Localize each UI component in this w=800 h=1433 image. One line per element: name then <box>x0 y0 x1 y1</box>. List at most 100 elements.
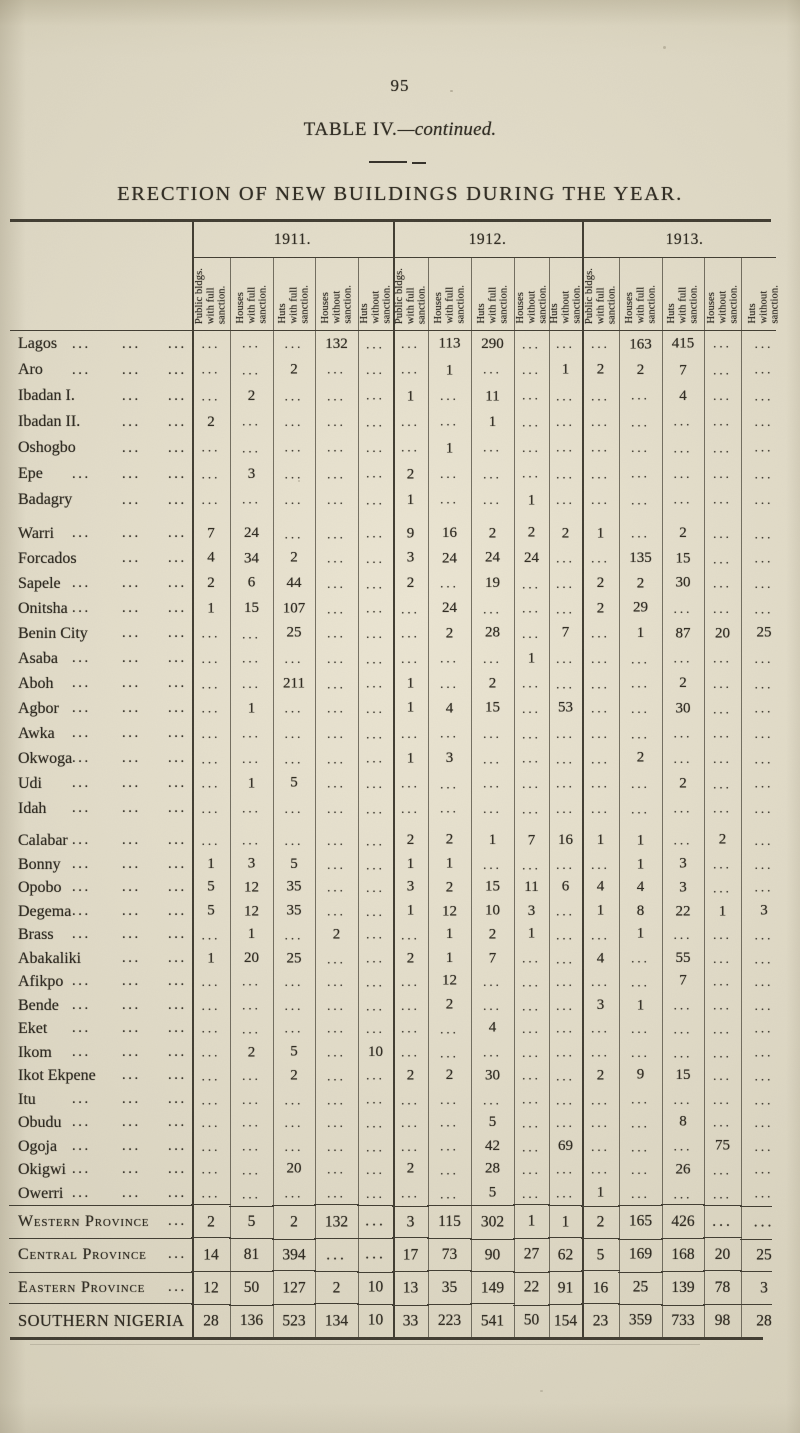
empty-cell-mark: ... <box>401 1115 420 1130</box>
value-cell: 415 <box>671 335 695 352</box>
empty-cell-mark: ... <box>556 651 575 666</box>
value-cell: 2 <box>290 549 298 566</box>
value-cell: 30 <box>675 574 691 591</box>
empty-cell-mark: ... <box>440 776 459 792</box>
empty-cell-mark: ... <box>713 551 732 567</box>
empty-cell-mark: ... <box>591 974 610 989</box>
empty-cell-mark: ... <box>556 775 575 791</box>
value-cell: 1 <box>207 950 215 966</box>
table-bottom-rule-echo <box>30 1344 700 1345</box>
place-name-cell: Asaba......... <box>0 646 192 671</box>
empty-cell-mark: ... <box>242 725 261 741</box>
value-cell: 2 <box>596 575 605 591</box>
empty-cell-mark: ... <box>754 974 774 989</box>
leader-dots: ... <box>168 1020 187 1036</box>
leader-dots: ... <box>122 525 141 541</box>
value-cell: 24 <box>524 550 539 566</box>
empty-cell-mark: ... <box>327 526 346 542</box>
empty-cell-mark: ... <box>591 414 610 429</box>
leader-dots: ... <box>168 650 187 666</box>
empty-cell-mark: ... <box>556 726 575 741</box>
leader-dots: ... <box>72 1020 91 1036</box>
empty-cell-mark: ... <box>673 1045 693 1060</box>
empty-cell-mark: ... <box>366 651 385 667</box>
place-name-cell: SOUTHERN NIGERIA <box>0 1304 192 1337</box>
empty-cell-mark: ... <box>713 575 732 591</box>
leader-dots: ... <box>72 466 91 482</box>
paper-speck <box>540 1390 543 1392</box>
leader-dots: ... <box>168 902 187 919</box>
empty-cell-mark: ... <box>673 1091 693 1107</box>
empty-cell-mark: ... <box>713 1045 732 1060</box>
empty-cell-mark: ... <box>327 726 346 741</box>
value-cell: 3 <box>247 466 256 482</box>
empty-cell-mark: ... <box>284 414 304 429</box>
empty-cell-mark: ... <box>366 576 385 592</box>
value-cell: 10 <box>368 1043 383 1060</box>
empty-cell-mark: ... <box>713 335 732 351</box>
column-header-label: Public bldgs. with full sanction. <box>393 267 428 324</box>
empty-cell-mark: ... <box>483 751 502 767</box>
empty-cell-mark: ... <box>713 440 732 456</box>
title-divider-rule-short <box>412 162 426 164</box>
value-cell: 3 <box>679 855 687 871</box>
empty-cell-mark: ... <box>327 700 346 716</box>
empty-cell-mark: ... <box>713 950 732 966</box>
empty-cell-mark: ... <box>673 725 693 741</box>
empty-cell-mark: ... <box>754 388 774 404</box>
empty-cell-mark: ... <box>365 1212 386 1230</box>
value-cell: 163 <box>629 336 652 353</box>
empty-cell-mark: ... <box>522 801 541 817</box>
empty-cell-mark: ... <box>327 651 346 666</box>
value-cell: 1 <box>445 926 454 942</box>
empty-cell-mark: ... <box>327 466 346 482</box>
empty-cell-mark: ... <box>366 362 385 377</box>
value-cell: 7 <box>679 972 687 989</box>
empty-cell-mark: ... <box>440 1138 459 1153</box>
column-header-rotated: Huts without sanction. <box>358 258 393 328</box>
leader-dots: ... <box>168 926 187 942</box>
empty-cell-mark: ... <box>327 997 346 1013</box>
value-cell: 10 <box>485 902 500 918</box>
value-cell: 44 <box>286 575 302 591</box>
empty-cell-mark: ... <box>366 1091 385 1106</box>
value-cell: 5 <box>488 1114 497 1130</box>
empty-cell-mark: ... <box>713 676 732 691</box>
empty-cell-mark: ... <box>522 362 541 377</box>
empty-cell-mark: ... <box>201 833 221 848</box>
empty-cell-mark: ... <box>366 440 385 455</box>
value-cell: 35 <box>286 878 302 895</box>
empty-cell-mark: ... <box>673 1021 693 1037</box>
empty-cell-mark: ... <box>556 439 575 455</box>
empty-cell-mark: ... <box>483 492 502 507</box>
empty-cell-mark: ... <box>522 600 541 616</box>
empty-cell-mark: ... <box>591 1161 610 1177</box>
empty-cell-mark: ... <box>483 601 502 617</box>
value-cell: 1 <box>406 902 415 918</box>
table-row: Eket.............................. 4.....… <box>0 1017 800 1041</box>
empty-cell-mark: ... <box>713 751 732 766</box>
column-header-rotated: Houses without sanction. <box>315 258 358 328</box>
empty-cell-mark: ... <box>522 465 541 481</box>
empty-cell-mark: ... <box>401 1092 420 1107</box>
leader-dots: ... <box>168 1137 187 1154</box>
leader-dots: ... <box>168 949 187 966</box>
value-cell: 23 <box>592 1312 609 1330</box>
value-cell: 1 <box>207 855 215 872</box>
leader-dots: ... <box>168 625 187 641</box>
value-cell: 12 <box>203 1279 219 1297</box>
value-cell: 4 <box>207 549 215 566</box>
leader-dots: ... <box>72 675 91 691</box>
place-name-cell: Okigwi......... <box>0 1158 192 1182</box>
empty-cell-mark: ... <box>522 675 541 691</box>
empty-cell-mark: ... <box>327 951 346 966</box>
place-name-cell: Abakaliki...... <box>0 947 192 971</box>
empty-cell-mark: ... <box>631 440 650 455</box>
empty-cell-mark: ... <box>713 388 732 403</box>
empty-cell-mark: ... <box>631 950 650 965</box>
value-cell: 115 <box>438 1213 461 1230</box>
leader-dots: ... <box>122 879 141 895</box>
value-cell: 26 <box>675 1161 691 1178</box>
value-cell: 25 <box>756 1246 772 1264</box>
empty-cell-mark: ... <box>201 1044 221 1059</box>
